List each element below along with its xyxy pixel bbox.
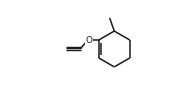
Text: O: O bbox=[86, 36, 92, 45]
